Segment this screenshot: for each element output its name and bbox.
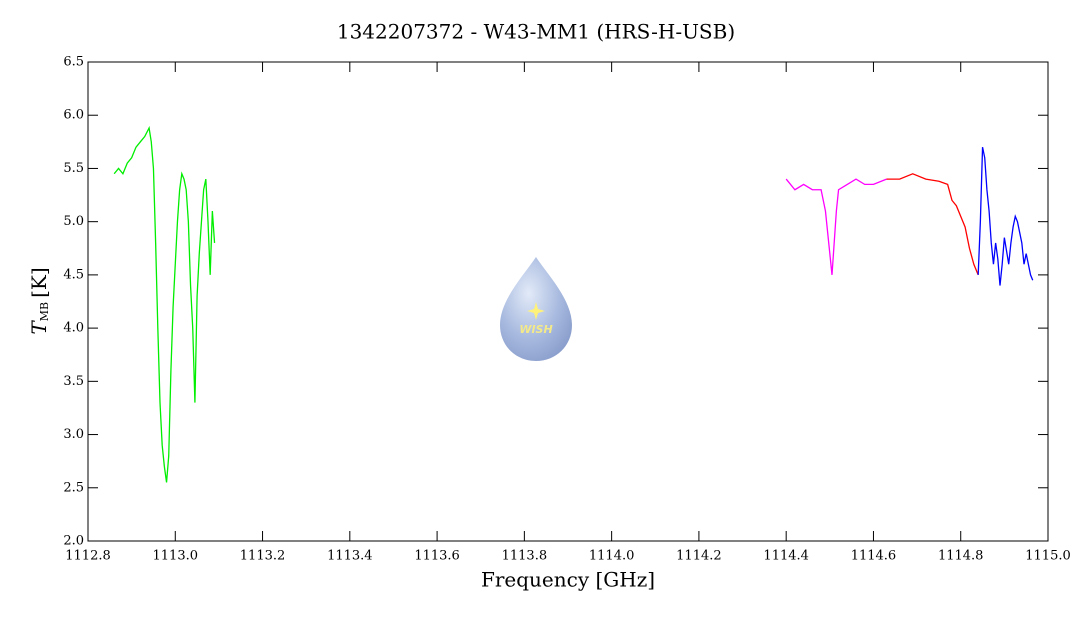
y-tick-label: 2.0	[63, 534, 84, 549]
y-tick-label: 2.5	[63, 480, 84, 495]
spectrum-line	[886, 173, 979, 276]
x-tick-label: 1112.8	[65, 549, 111, 564]
x-tick-label: 1114.6	[851, 549, 897, 564]
y-tick-label: 6.0	[63, 108, 84, 123]
y-tick-label: 4.5	[63, 267, 84, 282]
x-tick-label: 1115.0	[1025, 549, 1071, 564]
x-tick-label: 1113.6	[414, 549, 460, 564]
logo: WISH	[500, 257, 572, 361]
x-tick-label: 1113.8	[502, 549, 548, 564]
y-tick-label: 4.0	[63, 321, 84, 336]
x-tick-label: 1114.4	[763, 549, 809, 564]
x-tick-label: 1114.2	[676, 549, 722, 564]
x-tick-label: 1113.0	[153, 549, 199, 564]
spectrum-line	[785, 178, 887, 275]
y-axis-symbol: T	[27, 320, 51, 335]
y-axis-subscript: MB	[38, 302, 51, 321]
y-tick-label: 3.5	[63, 374, 84, 389]
x-tick-label: 1113.4	[327, 549, 373, 564]
x-tick-label: 1114.8	[938, 549, 984, 564]
y-tick-label: 3.0	[63, 427, 84, 442]
x-axis-label: Frequency [GHz]	[481, 568, 655, 592]
y-axis-label: TMB [K]	[27, 267, 52, 334]
y-axis-unit: [K]	[27, 267, 51, 298]
x-tick-label: 1113.2	[240, 549, 286, 564]
spectrum-line	[977, 147, 1034, 286]
logo-star	[527, 302, 545, 320]
y-tick-label: 5.5	[63, 161, 84, 176]
chart-title: 1342207372 - W43-MM1 (HRS-H-USB)	[337, 20, 735, 44]
logo-text: WISH	[519, 323, 552, 336]
y-tick-label: 5.0	[63, 214, 84, 229]
x-tick-label: 1114.0	[589, 549, 635, 564]
plot-frame	[87, 61, 1049, 542]
y-tick-label: 6.5	[63, 55, 84, 70]
spectrum-line	[113, 125, 216, 483]
